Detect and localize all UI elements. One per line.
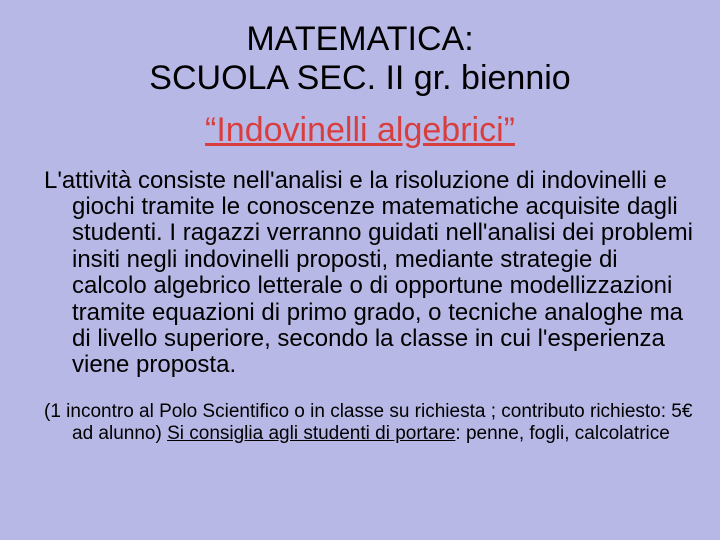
slide-footnote: (1 incontro al Polo Scientifico o in cla… xyxy=(44,401,704,445)
slide-body: L'attività consiste nell'analisi e la ri… xyxy=(44,168,704,379)
heading-line-2: SCUOLA SEC. II gr. biennio xyxy=(149,59,570,97)
heading-line-1: MATEMATICA: xyxy=(246,20,473,58)
footnote-suffix: : penne, fogli, calcolatrice xyxy=(455,423,669,444)
footnote-underlined: Si consiglia agli studenti di portare xyxy=(167,423,455,444)
slide-heading: MATEMATICA: SCUOLA SEC. II gr. biennio xyxy=(16,20,704,98)
slide-subtitle: “Indovinelli algebrici” xyxy=(16,112,704,149)
